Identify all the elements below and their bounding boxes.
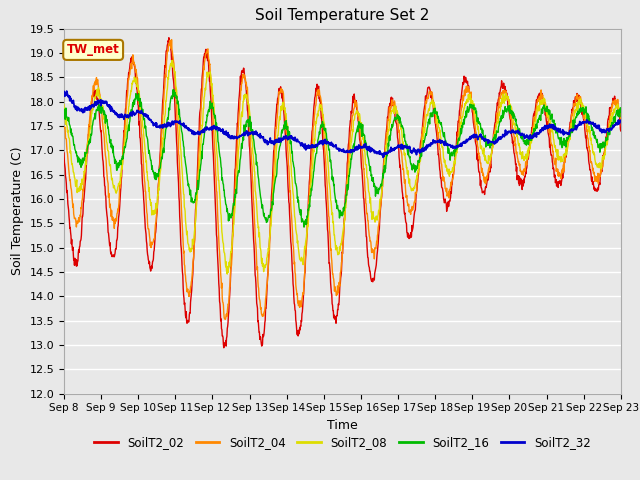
SoilT2_16 xyxy=(169,87,177,93)
SoilT2_08 xyxy=(168,58,176,63)
SoilT2_16 xyxy=(300,224,308,230)
SoilT2_32 xyxy=(429,138,437,144)
SoilT2_02 xyxy=(60,150,68,156)
X-axis label: Time: Time xyxy=(327,419,358,432)
SoilT2_32 xyxy=(184,126,192,132)
SoilT2_02 xyxy=(247,171,255,177)
SoilT2_08 xyxy=(60,102,68,108)
SoilT2_02 xyxy=(171,96,179,102)
SoilT2_32 xyxy=(171,118,179,124)
SoilT2_02 xyxy=(429,107,437,112)
SoilT2_32 xyxy=(380,155,387,160)
SoilT2_04 xyxy=(60,125,68,131)
SoilT2_32 xyxy=(617,118,625,123)
Legend: SoilT2_02, SoilT2_04, SoilT2_08, SoilT2_16, SoilT2_32: SoilT2_02, SoilT2_04, SoilT2_08, SoilT2_… xyxy=(90,431,595,454)
SoilT2_16 xyxy=(617,109,625,115)
SoilT2_16 xyxy=(429,107,437,113)
SoilT2_32 xyxy=(63,88,70,94)
SoilT2_08 xyxy=(247,128,255,133)
SoilT2_16 xyxy=(171,93,179,98)
SoilT2_08 xyxy=(223,271,231,277)
SoilT2_04 xyxy=(247,145,255,151)
SoilT2_08 xyxy=(429,104,437,110)
SoilT2_04 xyxy=(552,161,559,167)
SoilT2_08 xyxy=(617,108,625,113)
SoilT2_16 xyxy=(60,110,68,116)
Line: SoilT2_16: SoilT2_16 xyxy=(64,90,621,227)
SoilT2_08 xyxy=(502,95,510,100)
SoilT2_32 xyxy=(246,131,254,136)
Line: SoilT2_08: SoilT2_08 xyxy=(64,60,621,274)
SoilT2_02 xyxy=(220,345,228,351)
SoilT2_04 xyxy=(429,102,437,108)
SoilT2_08 xyxy=(171,69,179,75)
SoilT2_02 xyxy=(184,318,192,324)
SoilT2_08 xyxy=(184,241,192,247)
Line: SoilT2_04: SoilT2_04 xyxy=(64,39,621,319)
SoilT2_02 xyxy=(617,128,625,134)
SoilT2_32 xyxy=(60,89,68,95)
Text: TW_met: TW_met xyxy=(67,43,120,56)
Y-axis label: Soil Temperature (C): Soil Temperature (C) xyxy=(11,147,24,276)
SoilT2_04 xyxy=(221,316,229,322)
SoilT2_02 xyxy=(165,35,173,41)
SoilT2_04 xyxy=(617,117,625,122)
Title: Soil Temperature Set 2: Soil Temperature Set 2 xyxy=(255,9,429,24)
SoilT2_02 xyxy=(502,94,510,99)
SoilT2_32 xyxy=(552,124,559,130)
Line: SoilT2_02: SoilT2_02 xyxy=(64,38,621,348)
SoilT2_04 xyxy=(502,89,510,95)
SoilT2_08 xyxy=(552,144,559,150)
SoilT2_04 xyxy=(184,289,192,295)
SoilT2_04 xyxy=(168,36,175,42)
SoilT2_16 xyxy=(552,124,559,130)
SoilT2_04 xyxy=(171,72,179,77)
SoilT2_32 xyxy=(502,132,510,137)
Line: SoilT2_32: SoilT2_32 xyxy=(64,91,621,157)
SoilT2_16 xyxy=(502,108,510,114)
SoilT2_16 xyxy=(246,127,254,133)
SoilT2_16 xyxy=(184,183,192,189)
SoilT2_02 xyxy=(552,180,559,186)
